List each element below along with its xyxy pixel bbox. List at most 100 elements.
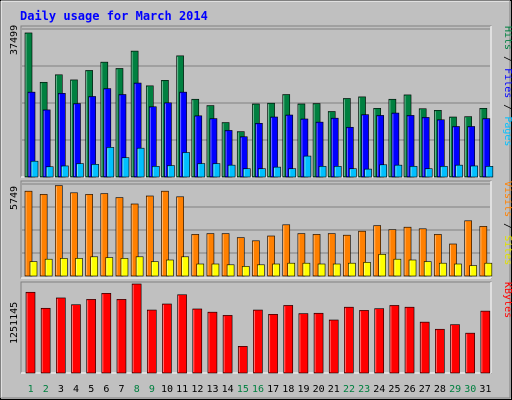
- bar-visits-day-13: [206, 233, 215, 277]
- bar-visits-day-15: [236, 237, 245, 277]
- bar-kbytes-day-14: [222, 315, 233, 374]
- legend-entry-files: Files: [502, 68, 512, 98]
- bar-kbytes-day-20: [313, 312, 324, 374]
- bar-sites-day-16: [257, 264, 265, 277]
- bar-visits-day-17: [267, 235, 275, 277]
- bar-sites-day-21: [332, 263, 341, 277]
- x-tick-label: 11: [176, 384, 188, 395]
- x-tick-label: 15: [237, 384, 249, 395]
- bar-pages-day-17: [273, 166, 281, 178]
- bar-pages-day-31: [485, 166, 494, 178]
- x-tick-label: 21: [328, 384, 340, 395]
- bar-visits-day-26: [403, 226, 412, 277]
- bar-sites-day-27: [423, 261, 432, 277]
- bar-kbytes-day-4: [71, 304, 81, 374]
- bar-pages-day-8: [136, 147, 145, 178]
- x-tick-label: 20: [313, 384, 325, 395]
- x-tick-label: 24: [373, 384, 385, 395]
- y-max-label: 5749: [9, 186, 20, 210]
- bar-kbytes-day-23: [359, 310, 369, 374]
- bar-kbytes-day-17: [268, 314, 278, 374]
- legend-separator: /: [502, 50, 512, 68]
- bar-kbytes-day-31: [480, 310, 491, 374]
- x-tick-label: 9: [149, 384, 155, 395]
- x-tick-label: 8: [134, 384, 140, 395]
- bar-visits-day-1: [24, 190, 33, 277]
- bar-visits-day-31: [479, 226, 488, 277]
- bar-sites-day-5: [90, 256, 98, 277]
- bar-sites-day-17: [272, 263, 280, 277]
- x-tick-label: 4: [73, 384, 79, 395]
- x-tick-label: 2: [43, 384, 49, 395]
- bar-visits-day-6: [100, 193, 109, 277]
- bar-visits-day-8: [130, 203, 139, 277]
- bar-visits-day-21: [327, 233, 336, 277]
- bar-sites-day-4: [75, 258, 83, 277]
- bar-visits-day-30: [464, 220, 472, 277]
- bar-kbytes-day-26: [404, 306, 415, 374]
- legend-kbytes: KBytes: [502, 282, 512, 318]
- bar-pages-day-27: [424, 168, 433, 178]
- legend-hits: Hits / Files / Pages: [502, 26, 512, 146]
- x-tick-label: 25: [388, 384, 400, 395]
- bar-kbytes-day-18: [283, 305, 294, 374]
- legend-entry-sites: Sites: [502, 235, 512, 265]
- bar-sites-day-13: [211, 263, 220, 277]
- bar-pages-day-19: [303, 155, 312, 178]
- bar-sites-day-18: [287, 262, 296, 277]
- bar-visits-day-4: [70, 192, 78, 277]
- bar-kbytes-day-22: [344, 306, 354, 374]
- bar-sites-day-7: [120, 258, 129, 277]
- x-tick-label: 28: [434, 384, 446, 395]
- bar-pages-day-11: [182, 152, 190, 178]
- bar-pages-day-1: [30, 160, 39, 178]
- x-tick-label: 12: [191, 384, 203, 395]
- bar-visits-day-10: [161, 190, 169, 277]
- x-tick-label: 16: [252, 384, 264, 395]
- bar-visits-day-5: [85, 194, 93, 277]
- x-tick-label: 27: [419, 384, 431, 395]
- bar-pages-day-23: [364, 168, 372, 178]
- bar-pages-day-12: [197, 163, 206, 178]
- bar-pages-day-25: [394, 164, 403, 178]
- legend-separator: /: [502, 217, 512, 235]
- bar-sites-day-23: [363, 262, 371, 277]
- bar-pages-day-22: [349, 168, 357, 178]
- bar-pages-day-28: [440, 166, 448, 178]
- bar-pages-day-10: [167, 165, 175, 178]
- x-tick-label: 31: [479, 384, 491, 395]
- bar-visits-day-12: [191, 234, 200, 277]
- bar-pages-day-16: [258, 168, 266, 178]
- bar-visits-day-7: [115, 197, 124, 277]
- bar-sites-day-22: [348, 262, 356, 277]
- bar-pages-day-2: [45, 166, 54, 178]
- x-tick-label: 5: [88, 384, 94, 395]
- x-axis-labels: 1 2 3 4 5 6 7 8 9 10 11 12 13 14 15 16 17 18 19 20 21 22 23 24 2…: [28, 384, 492, 395]
- bar-kbytes-day-19: [298, 313, 309, 374]
- bar-sites-day-31: [484, 262, 493, 277]
- bar-kbytes-day-21: [328, 319, 339, 374]
- bar-visits-day-2: [39, 194, 48, 277]
- bar-kbytes-day-28: [435, 328, 445, 374]
- y-max-label: 1251145: [9, 302, 20, 344]
- x-tick-label: 6: [103, 384, 109, 395]
- bar-sites-day-26: [408, 259, 417, 277]
- bar-pages-day-18: [288, 168, 297, 178]
- x-tick-label: 30: [464, 384, 476, 395]
- bar-pages-day-29: [455, 164, 463, 178]
- bar-visits-day-28: [434, 234, 442, 277]
- x-tick-label: 19: [297, 384, 309, 395]
- bar-pages-day-9: [151, 166, 160, 178]
- bar-kbytes-day-30: [465, 332, 475, 374]
- bar-kbytes-day-27: [419, 321, 430, 374]
- bar-sites-day-6: [105, 257, 114, 277]
- chart-title: Daily usage for March 2014: [20, 9, 208, 23]
- bar-pages-day-4: [76, 163, 84, 178]
- bar-sites-day-19: [302, 262, 311, 277]
- x-tick-label: 22: [343, 384, 355, 395]
- bar-pages-day-20: [318, 166, 327, 178]
- bar-pages-day-3: [61, 165, 69, 178]
- bar-visits-day-19: [297, 233, 306, 277]
- bar-visits-day-20: [312, 234, 321, 277]
